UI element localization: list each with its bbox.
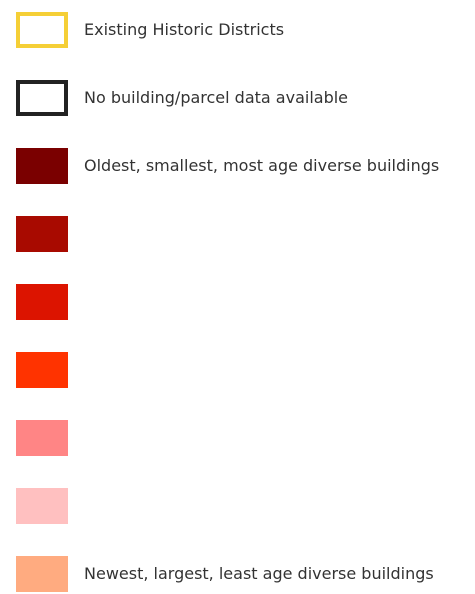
swatch bbox=[16, 12, 68, 48]
legend-item: Existing Historic Districts bbox=[0, 12, 475, 48]
legend-item: Newest, largest, least age diverse build… bbox=[0, 556, 475, 592]
swatch bbox=[16, 420, 68, 456]
legend-label: No building/parcel data available bbox=[84, 88, 349, 107]
legend-label: Oldest, smallest, most age diverse build… bbox=[84, 156, 440, 175]
swatch bbox=[16, 352, 68, 388]
legend-item: No building/parcel data available bbox=[0, 80, 475, 116]
legend-item bbox=[0, 284, 475, 320]
legend-item bbox=[0, 488, 475, 524]
swatch bbox=[16, 80, 68, 116]
legend-label: Newest, largest, least age diverse build… bbox=[84, 564, 434, 583]
swatch bbox=[16, 216, 68, 252]
swatch bbox=[16, 284, 68, 320]
swatch bbox=[16, 488, 68, 524]
swatch bbox=[16, 148, 68, 184]
legend-item bbox=[0, 352, 475, 388]
legend-item: Oldest, smallest, most age diverse build… bbox=[0, 148, 475, 184]
legend-item bbox=[0, 216, 475, 252]
swatch bbox=[16, 556, 68, 592]
legend-item bbox=[0, 420, 475, 456]
legend-label: Existing Historic Districts bbox=[84, 20, 285, 39]
